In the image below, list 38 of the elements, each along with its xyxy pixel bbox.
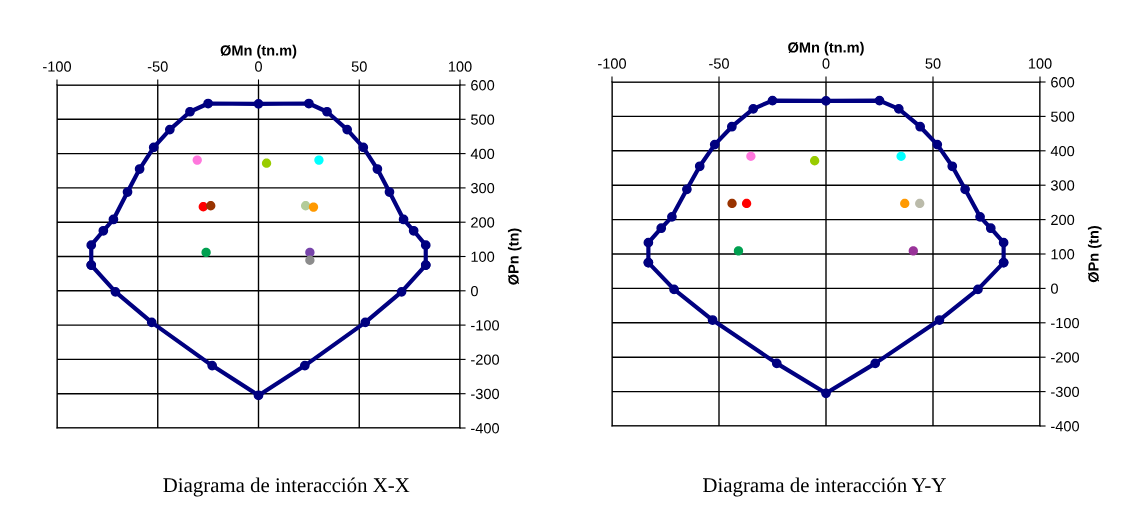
text: Diagrama de interacción Y-Y bbox=[703, 477, 946, 497]
x-tick-label: 0 bbox=[255, 61, 262, 72]
y-tick-label: -400 bbox=[1051, 421, 1080, 432]
x-tick-label: -50 bbox=[709, 58, 729, 69]
y-tick-label: 0 bbox=[470, 285, 478, 297]
x-tick-label: 0 bbox=[822, 58, 830, 69]
y-tick-label: -100 bbox=[471, 320, 500, 331]
y-tick-label: -300 bbox=[471, 388, 500, 400]
y-tick-label: -200 bbox=[471, 354, 500, 365]
x-axis-title: ØMn (tn.m) bbox=[788, 41, 864, 56]
y-tick-label: -200 bbox=[1051, 352, 1080, 363]
y-tick-label: 400 bbox=[1050, 145, 1075, 157]
x-tick-label: -100 bbox=[598, 58, 627, 69]
y-tick-label: 300 bbox=[1050, 180, 1075, 191]
y-tick-label: 600 bbox=[471, 80, 495, 91]
y-axis-title: ØPn (tn) bbox=[507, 228, 522, 285]
y-tick-label: -100 bbox=[1051, 317, 1080, 329]
x-tick-label: 100 bbox=[448, 61, 472, 72]
x-tick-label: -50 bbox=[147, 61, 168, 72]
text: Diagrama de interacción X-X bbox=[163, 477, 410, 497]
x-tick-label: 100 bbox=[1028, 58, 1052, 69]
y-tick-label: 500 bbox=[1051, 111, 1075, 122]
x-tick-label: 50 bbox=[351, 61, 367, 72]
y-tick-label: 500 bbox=[471, 114, 495, 125]
y-tick-label: 0 bbox=[1050, 283, 1058, 294]
x-axis-title: ØMn (tn.m) bbox=[220, 44, 297, 59]
y-axis-title: ØPn (tn) bbox=[1087, 225, 1102, 283]
y-tick-label: -300 bbox=[1051, 386, 1080, 398]
y-tick-label: 600 bbox=[1051, 77, 1075, 88]
x-tick-label: -100 bbox=[43, 61, 72, 72]
y-tick-label: 300 bbox=[470, 183, 495, 194]
x-tick-label: 50 bbox=[925, 58, 941, 69]
y-tick-label: 100 bbox=[471, 251, 495, 262]
y-tick-label: 200 bbox=[1051, 214, 1075, 226]
y-tick-label: 100 bbox=[1051, 249, 1075, 260]
y-tick-label: 400 bbox=[470, 148, 495, 160]
y-tick-label: -400 bbox=[471, 423, 500, 434]
y-tick-label: 200 bbox=[471, 217, 495, 228]
